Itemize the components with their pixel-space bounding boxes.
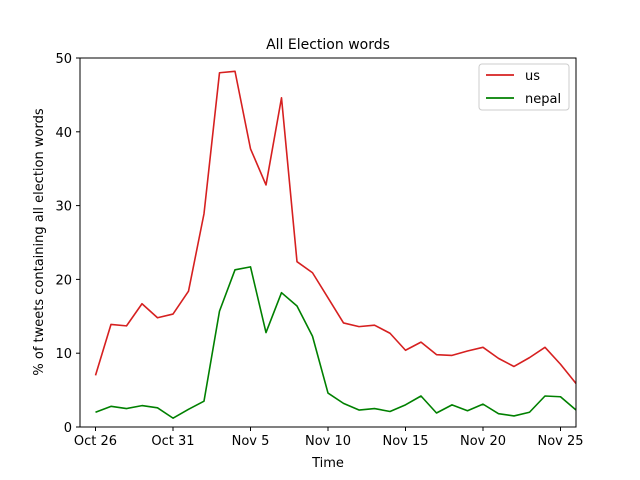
y-tick-label: 30 (55, 200, 72, 215)
y-tick-label: 10 (55, 347, 72, 362)
y-axis: 0 10 20 30 40 50 (55, 52, 80, 436)
x-tick-label: Oct 26 (74, 434, 117, 449)
y-tick-label: 50 (55, 52, 72, 67)
legend-label-us: us (525, 69, 540, 84)
y-tick-label: 0 (64, 421, 72, 436)
chart-title: All Election words (266, 37, 390, 53)
legend-label-nepal: nepal (525, 92, 561, 107)
y-tick-label: 20 (55, 273, 72, 288)
x-tick-label: Nov 20 (460, 434, 506, 449)
series-line-nepal (95, 266, 577, 419)
x-axis: Oct 26 Oct 31 Nov 5 Nov 10 Nov 15 Nov 20 Nov 2… (74, 427, 584, 449)
x-tick-label: Nov 15 (382, 434, 428, 449)
plot-area (94, 70, 577, 419)
x-tick-label: Oct 31 (151, 434, 194, 449)
x-tick-label: Nov 25 (537, 434, 583, 449)
y-tick-label: 40 (55, 126, 72, 141)
x-tick-label: Nov 5 (232, 434, 270, 449)
x-axis-label: Time (311, 456, 344, 471)
legend: us nepal (478, 63, 570, 111)
x-tick-label: Nov 10 (305, 434, 351, 449)
series-line-us (94, 70, 577, 384)
y-axis-label: % of tweets containing all election word… (32, 108, 47, 375)
